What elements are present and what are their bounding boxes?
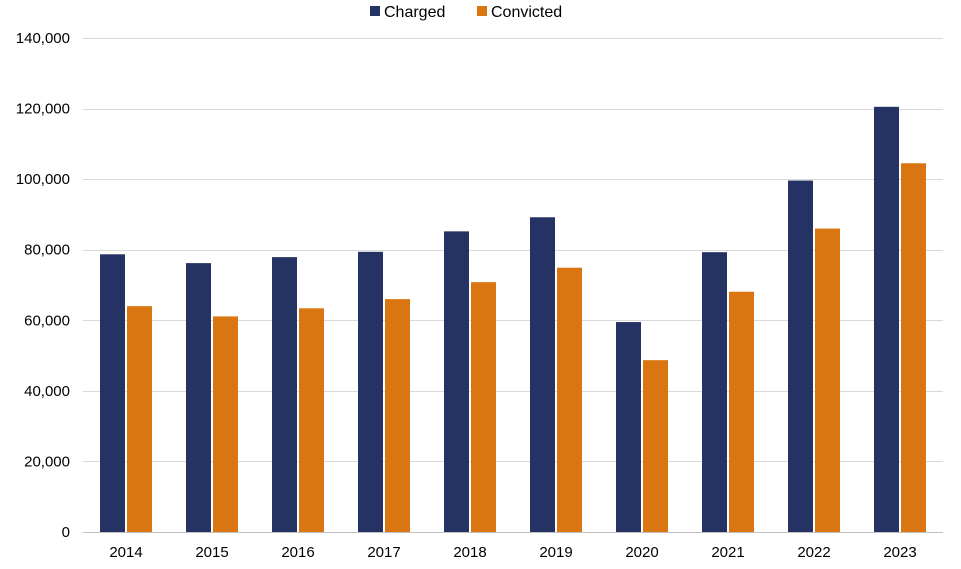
bar-convicted-2015 bbox=[213, 316, 238, 532]
x-tick-label: 2017 bbox=[367, 544, 400, 561]
y-tick-label: 80,000 bbox=[24, 242, 70, 259]
legend: Charged Convicted bbox=[370, 4, 562, 21]
bar-charged-2018 bbox=[444, 231, 469, 532]
bar-convicted-2021 bbox=[729, 291, 754, 532]
bar-charged-2021 bbox=[702, 252, 727, 533]
x-tick-label: 2020 bbox=[625, 544, 658, 561]
bar-convicted-2018 bbox=[471, 282, 496, 532]
y-tick-label: 20,000 bbox=[24, 453, 70, 470]
bar-charged-2023 bbox=[874, 106, 899, 533]
x-tick-label: 2016 bbox=[281, 544, 314, 561]
legend-swatch-convicted bbox=[477, 6, 487, 16]
bar-charged-2019 bbox=[530, 217, 555, 532]
bar-charged-2014 bbox=[100, 254, 125, 532]
legend-label-convicted: Convicted bbox=[491, 4, 562, 21]
x-tick-label: 2018 bbox=[453, 544, 486, 561]
bar-convicted-2019 bbox=[557, 267, 582, 532]
gridlines bbox=[83, 38, 943, 462]
bar-convicted-2017 bbox=[385, 299, 410, 532]
y-tick-label: 140,000 bbox=[16, 30, 70, 47]
y-tick-label: 100,000 bbox=[16, 171, 70, 188]
bar-convicted-2020 bbox=[643, 360, 668, 532]
bar-convicted-2023 bbox=[901, 163, 926, 532]
legend-swatch-charged bbox=[370, 6, 380, 16]
bar-convicted-2014 bbox=[127, 306, 152, 532]
bar-convicted-2016 bbox=[299, 308, 324, 532]
axes: 0 20,000 40,000 60,000 80,000 100,000 120,000 1… bbox=[16, 30, 943, 561]
y-tick-label: 60,000 bbox=[24, 312, 70, 329]
x-tick-label: 2014 bbox=[109, 544, 142, 561]
bar-charged-2022 bbox=[788, 180, 813, 532]
bar-charged-2016 bbox=[272, 257, 297, 532]
x-tick-label: 2015 bbox=[195, 544, 228, 561]
x-tick-label: 2019 bbox=[539, 544, 572, 561]
bar-charged-2017 bbox=[358, 251, 383, 532]
y-tick-label: 0 bbox=[62, 524, 70, 541]
bar-charged-2015 bbox=[186, 263, 211, 532]
y-tick-label: 40,000 bbox=[24, 383, 70, 400]
x-tick-label: 2022 bbox=[797, 544, 830, 561]
y-tick-label: 120,000 bbox=[16, 101, 70, 118]
x-tick-label: 2023 bbox=[883, 544, 916, 561]
x-tick-label: 2021 bbox=[711, 544, 744, 561]
bar-charged-2020 bbox=[616, 322, 641, 532]
bars bbox=[100, 106, 926, 533]
legend-label-charged: Charged bbox=[384, 4, 445, 21]
bar-convicted-2022 bbox=[815, 228, 840, 533]
